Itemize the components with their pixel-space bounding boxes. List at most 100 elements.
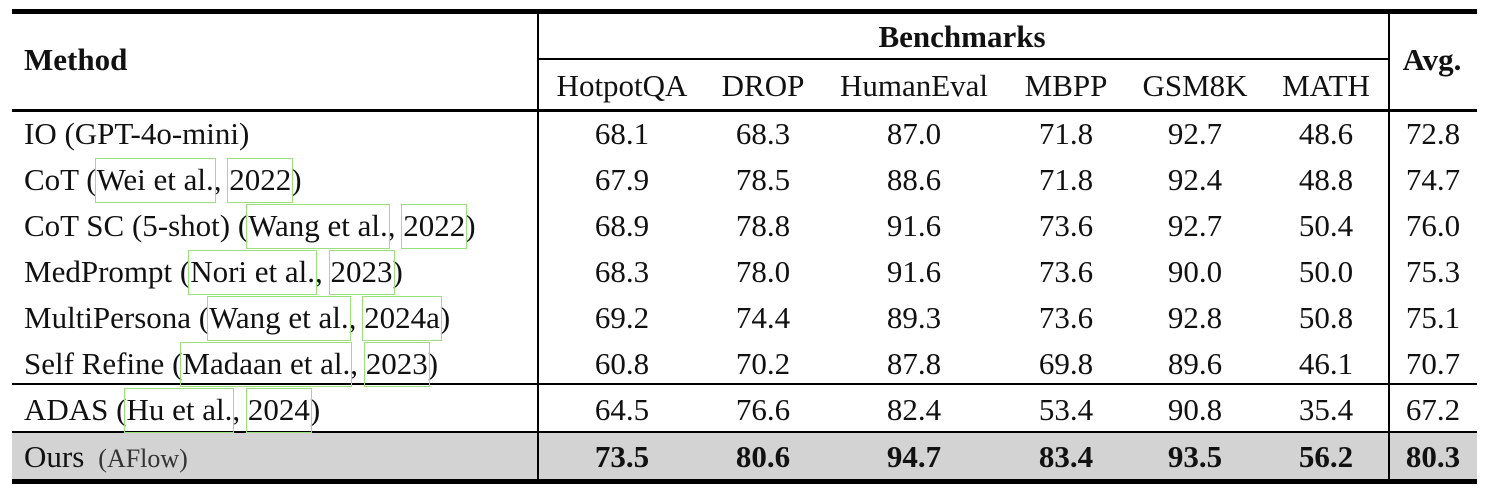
method-text: , xyxy=(232,392,248,427)
method-cell: IO (GPT-4o-mini) xyxy=(24,118,249,149)
method-text: MedPrompt ( xyxy=(24,254,191,289)
benchmark-header-humaneval: HumanEval xyxy=(839,68,989,103)
avg-cell: 74.7 xyxy=(1405,162,1461,197)
citation-year[interactable]: 2022 xyxy=(403,208,466,243)
value-cell: 68.3 xyxy=(594,254,650,289)
value-cell: 78.5 xyxy=(735,162,791,197)
benchmark-header-mbpp: MBPP xyxy=(1024,68,1108,103)
ours-value-cell: 80.6 xyxy=(735,439,791,474)
citation-author[interactable]: Wang et al. xyxy=(209,300,349,335)
method-text: MultiPersona ( xyxy=(24,300,210,335)
value-cell: 91.6 xyxy=(886,254,942,289)
value-cell: 71.8 xyxy=(1038,116,1094,151)
ours-rule xyxy=(12,431,1477,433)
benchmark-header-gsm8k: GSM8K xyxy=(1142,68,1248,103)
citation-year[interactable]: 2024a xyxy=(364,300,440,335)
ours-value-cell: 94.7 xyxy=(886,439,942,474)
ours-value-cell: 73.5 xyxy=(594,439,650,474)
method-text: , xyxy=(387,208,404,243)
avg-cell: 67.2 xyxy=(1405,392,1461,427)
method-text: , xyxy=(350,346,366,381)
benchmark-header-drop: DROP xyxy=(721,68,805,103)
value-cell: 46.1 xyxy=(1298,346,1354,381)
citation-author[interactable]: Wang et al. xyxy=(248,208,388,243)
method-text: ) xyxy=(439,300,451,335)
value-cell: 90.0 xyxy=(1167,254,1223,289)
method-cell: MedPrompt (Nori et al., 2023) xyxy=(24,256,403,287)
value-cell: 92.4 xyxy=(1167,162,1223,197)
value-cell: 91.6 xyxy=(886,208,942,243)
value-cell: 70.2 xyxy=(735,346,791,381)
value-cell: 73.6 xyxy=(1038,300,1094,335)
value-cell: 82.4 xyxy=(886,392,942,427)
citation-author[interactable]: Nori et al. xyxy=(190,254,316,289)
value-cell: 68.9 xyxy=(594,208,650,243)
method-header: Method xyxy=(24,42,128,77)
value-cell: 90.8 xyxy=(1167,392,1223,427)
method-divider xyxy=(537,14,539,479)
benchmark-header-hotpotqa: HotpotQA xyxy=(556,68,688,103)
method-cell: CoT (Wei et al., 2022) xyxy=(24,164,302,195)
citation-year[interactable]: 2022 xyxy=(229,162,292,197)
value-cell: 69.8 xyxy=(1038,346,1094,381)
value-cell: 68.3 xyxy=(735,116,791,151)
value-cell: 67.9 xyxy=(594,162,650,197)
avg-cell: 70.7 xyxy=(1405,346,1461,381)
ours-label: Ours xyxy=(24,439,85,474)
value-cell: 89.6 xyxy=(1167,346,1223,381)
value-cell: 73.6 xyxy=(1038,254,1094,289)
value-cell: 71.8 xyxy=(1038,162,1094,197)
value-cell: 78.0 xyxy=(735,254,791,289)
value-cell: 73.6 xyxy=(1038,208,1094,243)
ours-method-cell: Ours (AFlow) xyxy=(24,441,188,472)
method-cell: Self Refine (Madaan et al., 2023) xyxy=(24,348,438,379)
method-text: ) xyxy=(465,208,476,243)
value-cell: 92.8 xyxy=(1167,300,1223,335)
value-cell: 87.8 xyxy=(886,346,942,381)
value-cell: 78.8 xyxy=(735,208,791,243)
caption-fragment: Ag xyxy=(20,0,68,6)
value-cell: 64.5 xyxy=(594,392,650,427)
citation-author[interactable]: Madaan et al. xyxy=(182,346,351,381)
avg-header: Avg. xyxy=(1402,42,1462,77)
citation-year[interactable]: 2023 xyxy=(365,346,428,381)
value-cell: 60.8 xyxy=(594,346,650,381)
method-text: Self Refine ( xyxy=(24,346,183,381)
ours-row-highlight xyxy=(12,432,1477,479)
value-cell: 50.4 xyxy=(1298,208,1354,243)
method-text: , xyxy=(315,254,331,289)
method-cell: ADAS (Hu et al., 2024) xyxy=(24,394,320,425)
value-cell: 68.1 xyxy=(594,116,650,151)
method-text: ) xyxy=(392,254,403,289)
value-cell: 92.7 xyxy=(1167,116,1223,151)
value-cell: 50.8 xyxy=(1298,300,1354,335)
ours-value-cell: 83.4 xyxy=(1038,439,1094,474)
group-rule xyxy=(12,383,1477,385)
value-cell: 53.4 xyxy=(1038,392,1094,427)
method-text: , xyxy=(348,300,365,335)
method-text: CoT SC (5-shot) ( xyxy=(24,208,249,243)
value-cell: 92.7 xyxy=(1167,208,1223,243)
benchmarks-header: Benchmarks xyxy=(878,19,1046,54)
bottom-rule xyxy=(12,479,1477,484)
benchmarks-rule xyxy=(537,58,1389,60)
benchmark-header-math: MATH xyxy=(1282,68,1370,103)
citation-year[interactable]: 2023 xyxy=(330,254,393,289)
avg-cell: 75.1 xyxy=(1405,300,1461,335)
citation-year[interactable]: 2024 xyxy=(247,392,310,427)
ours-suffix: (AFlow) xyxy=(98,444,188,473)
method-text: IO (GPT-4o-mini) xyxy=(24,116,250,151)
value-cell: 88.6 xyxy=(886,162,942,197)
value-cell: 48.8 xyxy=(1298,162,1354,197)
ours-value-cell: 56.2 xyxy=(1298,439,1354,474)
citation-author[interactable]: Hu et al. xyxy=(126,392,233,427)
avg-cell: 72.8 xyxy=(1405,116,1461,151)
method-text: , xyxy=(213,162,230,197)
top-rule xyxy=(12,9,1477,14)
citation-author[interactable]: Wei et al. xyxy=(96,162,214,197)
value-cell: 76.6 xyxy=(735,392,791,427)
method-cell: CoT SC (5-shot) (Wang et al., 2022) xyxy=(24,210,476,241)
value-cell: 69.2 xyxy=(594,300,650,335)
method-text: CoT ( xyxy=(24,162,97,197)
